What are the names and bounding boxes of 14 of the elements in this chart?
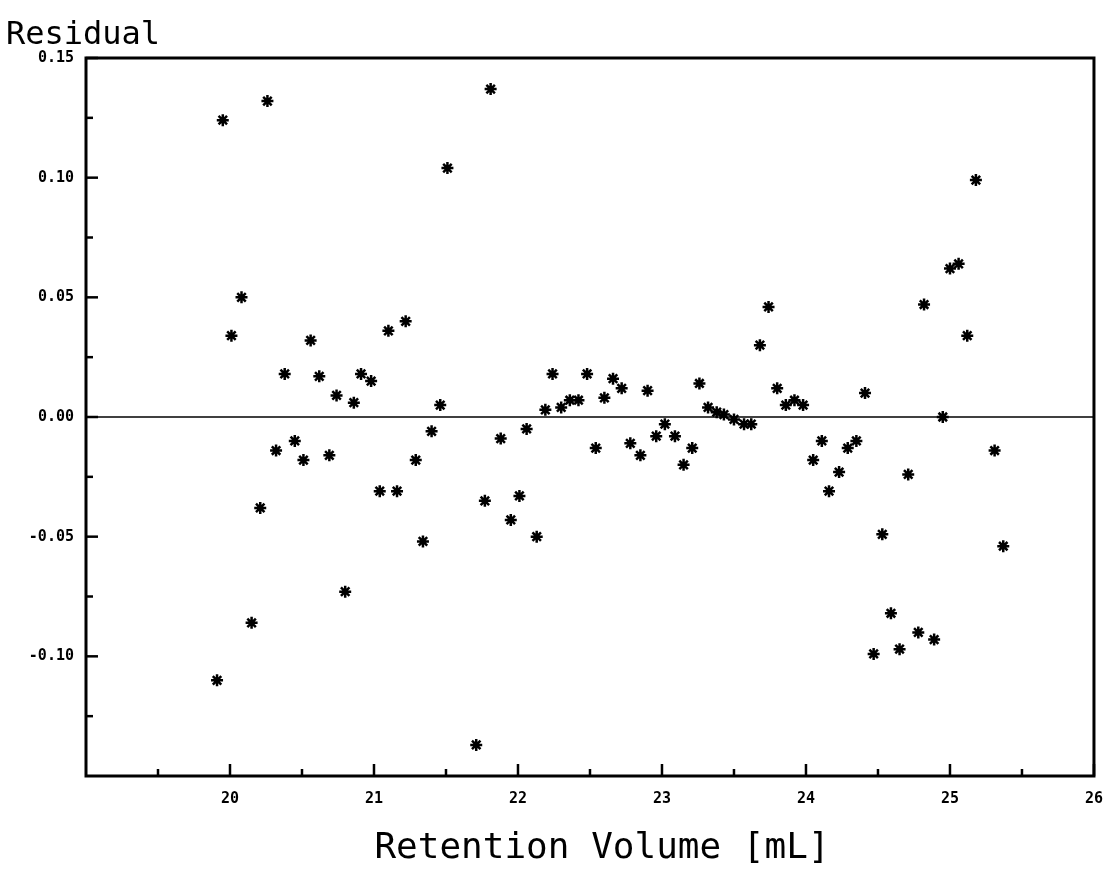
x-tick-label: 22 [508, 788, 528, 807]
x-tick-label: 26 [1084, 788, 1103, 807]
y-tick-label: 0.10 [37, 167, 74, 186]
y-tick-label: 0.15 [37, 47, 74, 66]
x-tick-label: 25 [940, 788, 959, 807]
x-tick-label: 21 [364, 788, 384, 807]
x-tick-label: 23 [652, 788, 672, 807]
x-tick-label: 20 [220, 788, 240, 807]
y-tick-label: 0.00 [37, 406, 74, 425]
y-tick-label: 0.05 [37, 287, 74, 306]
y-tick-label: -0.05 [28, 526, 74, 545]
x-tick-label: 24 [796, 788, 816, 807]
y-tick-label: -0.10 [28, 646, 74, 665]
x-axis-title: Retention Volume [mL] [374, 825, 830, 866]
